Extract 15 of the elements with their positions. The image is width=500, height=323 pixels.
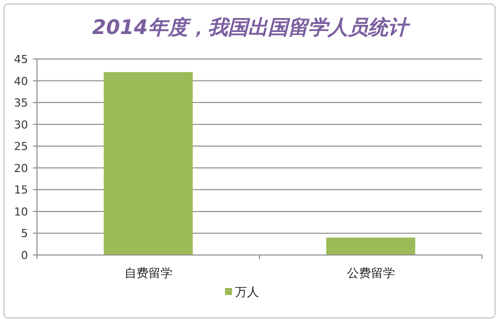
y-tick-label: 0 — [21, 249, 28, 262]
y-tick-label: 40 — [14, 74, 28, 88]
y-tick-label: 35 — [14, 96, 28, 110]
y-tick-label: 15 — [14, 184, 28, 197]
chart-title: 2014年度，我国出国留学人员统计 — [92, 15, 411, 39]
y-tick-label: 10 — [14, 205, 28, 218]
y-tick-label: 5 — [21, 227, 28, 240]
y-tick-label: 45 — [14, 53, 28, 66]
y-tick-label: 20 — [14, 162, 28, 175]
legend-label: 万人 — [235, 285, 259, 299]
x-tick-label: 公费留学 — [346, 266, 395, 280]
legend: 万人 — [225, 285, 259, 299]
x-tick-label: 自费留学 — [124, 266, 172, 280]
y-tick-label: 30 — [14, 118, 28, 132]
y-tick-label: 25 — [14, 140, 28, 154]
